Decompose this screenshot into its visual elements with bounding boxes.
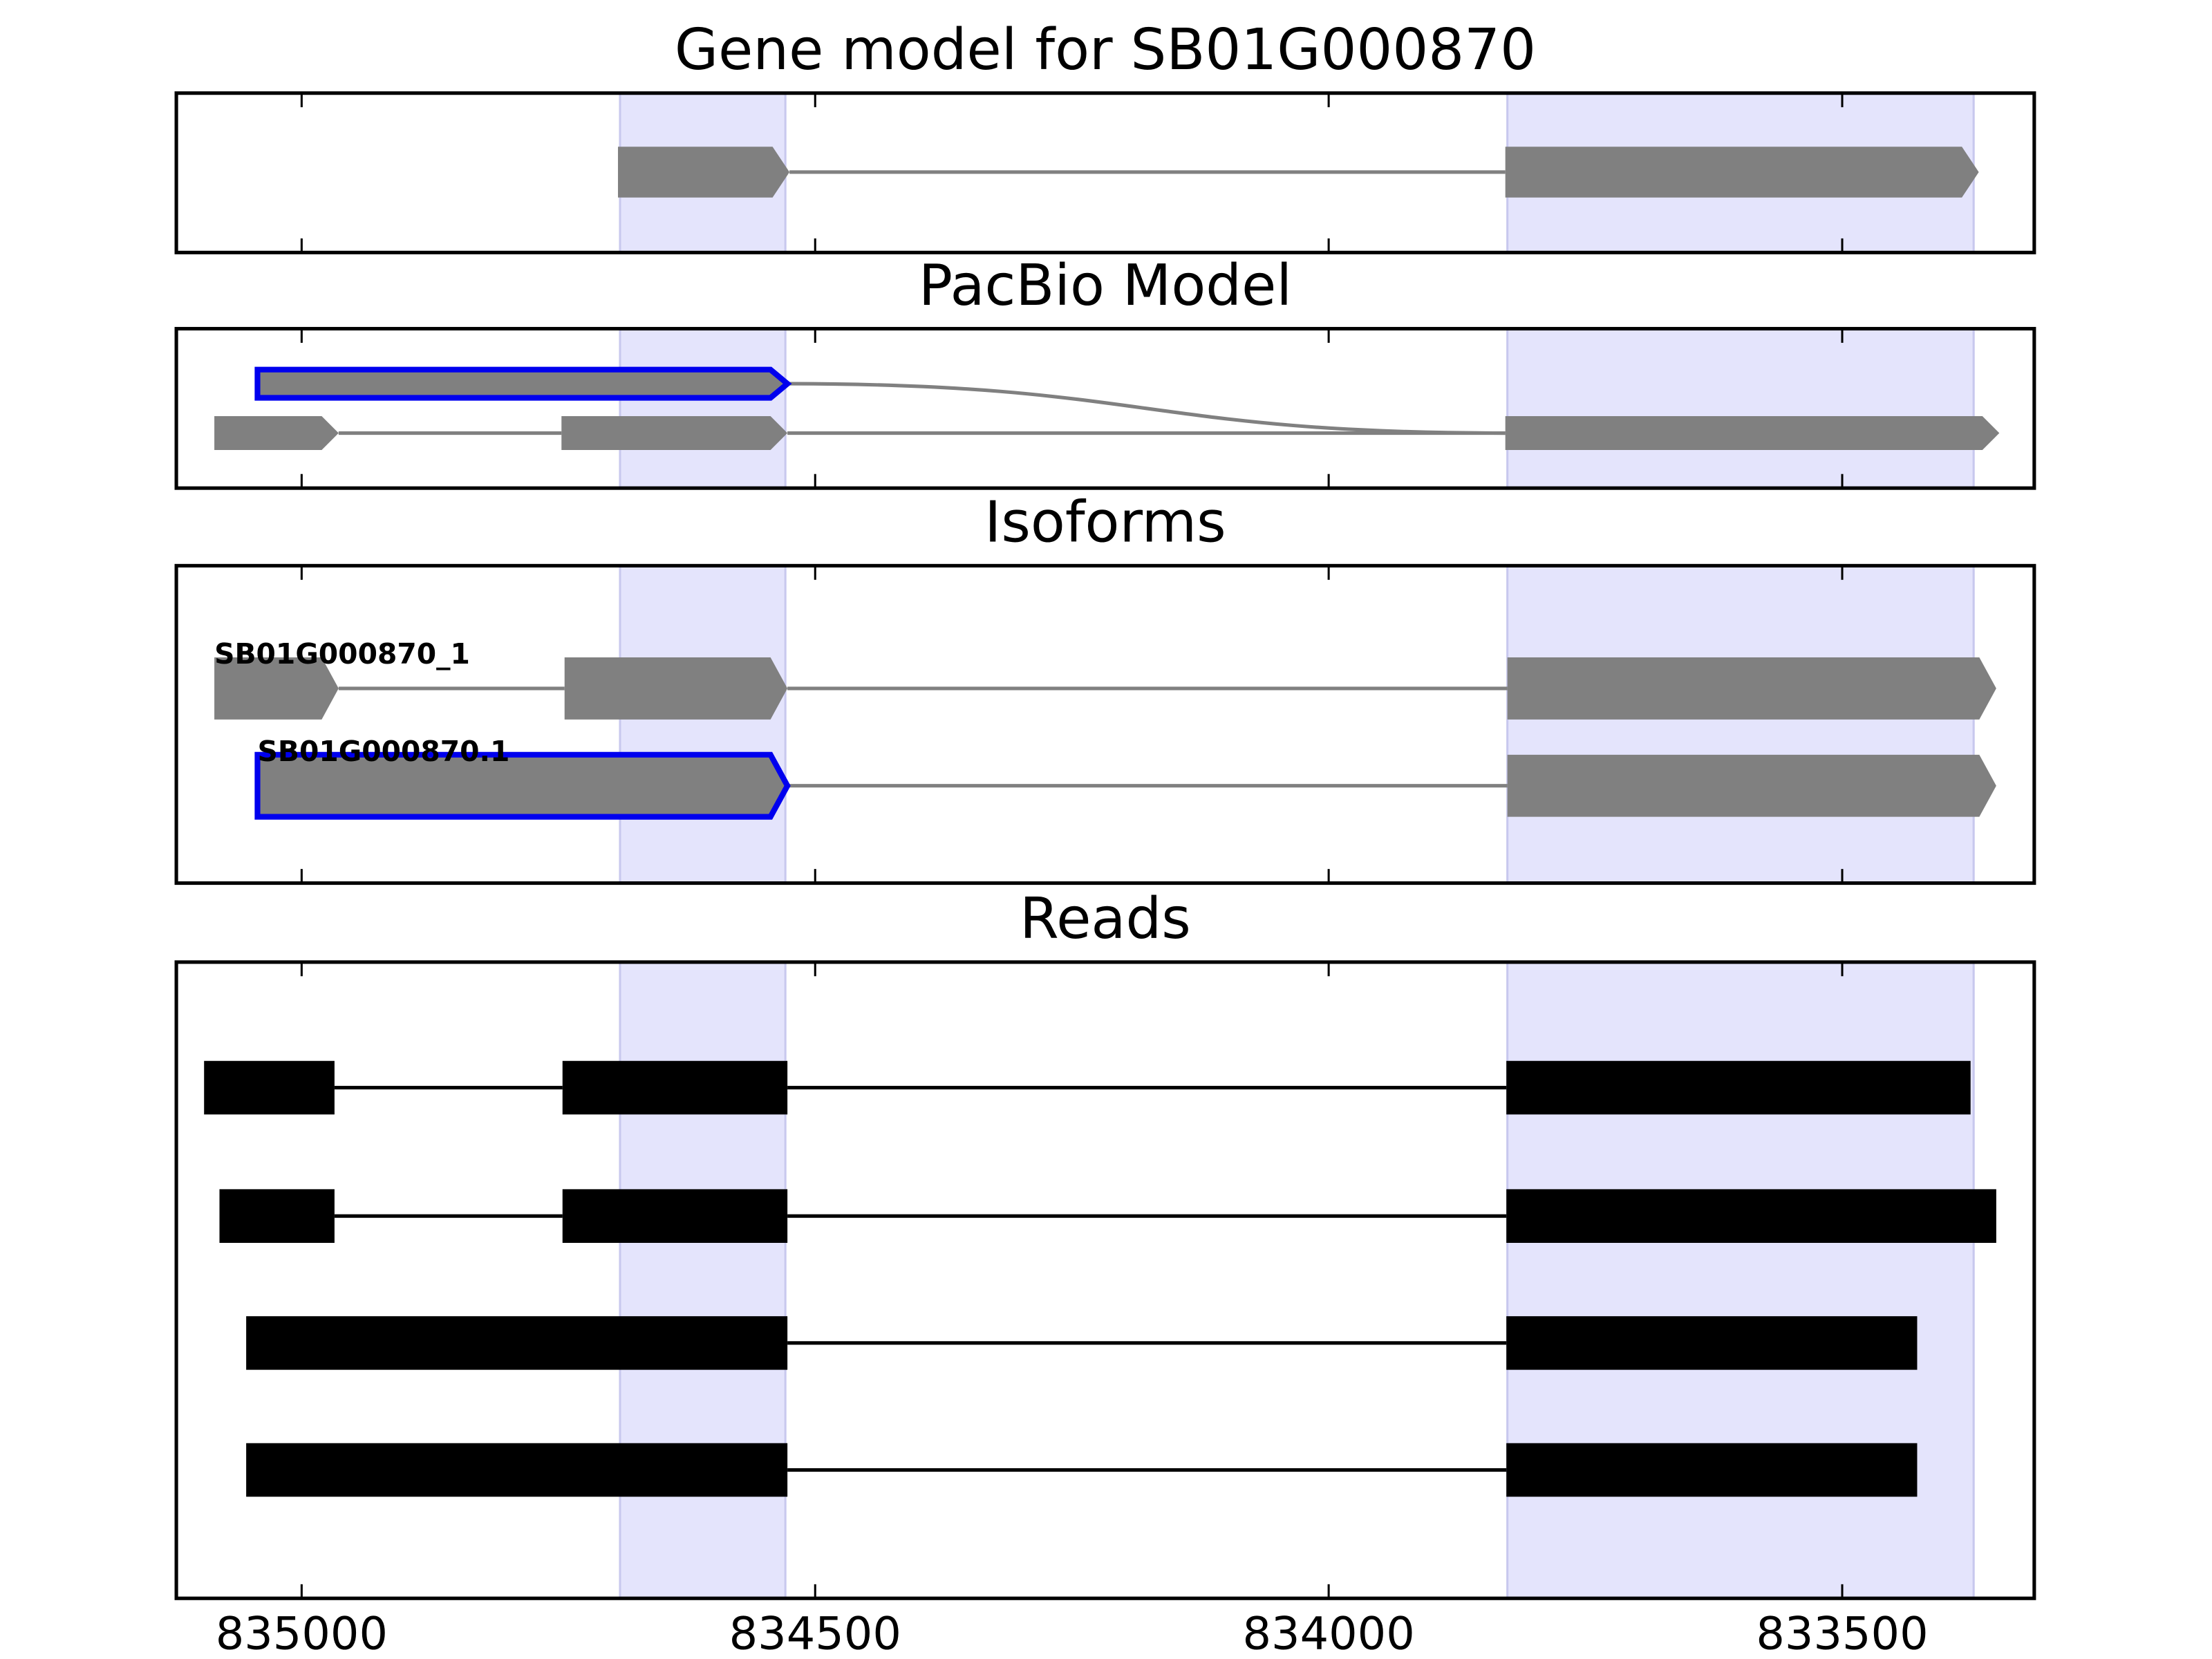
x-tick-label: 833500 xyxy=(1756,1607,1928,1659)
exon xyxy=(1506,1189,1996,1243)
exon xyxy=(562,1060,788,1115)
exon xyxy=(564,657,788,720)
panel-title: PacBio Model xyxy=(919,253,1292,319)
x-tick-label: 835000 xyxy=(216,1607,388,1659)
exon xyxy=(1507,754,1996,817)
shaded-region xyxy=(1506,564,1975,885)
x-tick-label: 834000 xyxy=(1243,1607,1415,1659)
exon xyxy=(204,1060,335,1115)
panel-title: Isoforms xyxy=(984,490,1226,556)
shaded-region xyxy=(619,564,787,885)
exon xyxy=(219,1189,335,1243)
exon xyxy=(1505,147,1979,198)
exon xyxy=(1506,1060,1971,1115)
exon xyxy=(246,1443,788,1497)
panel-title: Gene model for SB01G000870 xyxy=(675,17,1536,83)
exon xyxy=(1505,416,2000,451)
exon xyxy=(1506,1443,1918,1497)
shaded-region xyxy=(619,961,787,1600)
panel-frame xyxy=(174,326,2036,490)
panel-frame xyxy=(174,960,2036,1600)
exon xyxy=(1506,1316,1918,1370)
exon xyxy=(561,416,788,451)
exon xyxy=(617,147,790,198)
shaded-region xyxy=(1506,327,1975,489)
shaded-region xyxy=(1506,961,1975,1600)
x-tick-label: 834500 xyxy=(729,1607,901,1659)
exon xyxy=(246,1316,788,1370)
shaded-region xyxy=(619,327,787,489)
exon xyxy=(214,416,339,451)
intron xyxy=(787,382,1506,435)
panel-title: Reads xyxy=(1020,886,1191,952)
panel-frame xyxy=(174,563,2036,885)
exon xyxy=(562,1189,788,1243)
exon xyxy=(1507,657,1996,720)
exon xyxy=(214,657,339,720)
exon xyxy=(254,751,791,820)
panel-frame xyxy=(174,91,2036,254)
isoform-label: SB01G000870.1 xyxy=(257,735,509,768)
exon xyxy=(254,366,792,401)
isoform-label: SB01G000870_1 xyxy=(214,637,470,671)
